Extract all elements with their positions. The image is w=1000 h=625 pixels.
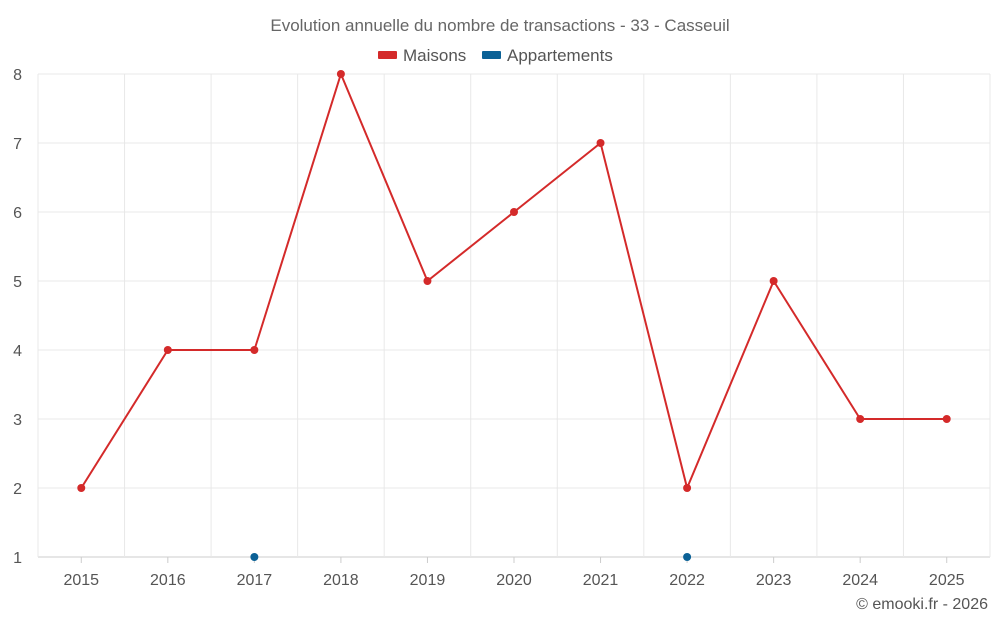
y-tick-label: 1 — [13, 550, 22, 567]
x-tick-label: 2019 — [410, 572, 446, 589]
data-point-appartements-2017[interactable] — [250, 553, 259, 561]
x-tick-label: 2022 — [669, 572, 705, 589]
chart-title: Evolution annuelle du nombre de transact… — [270, 16, 729, 35]
legend-item-maisons[interactable]: Maisons — [378, 46, 466, 65]
legend-label-appartements: Appartements — [507, 46, 613, 65]
x-tick-label: 2021 — [583, 572, 619, 589]
data-point-maisons-2018[interactable] — [336, 70, 345, 78]
x-tick-label: 2018 — [323, 572, 359, 589]
y-tick-label: 5 — [13, 274, 22, 291]
x-axis-ticks: 2015 2016 2017 2018 2019 2020 2021 2022 2023 2024… — [63, 557, 965, 589]
series-layer — [77, 70, 951, 561]
legend-label-maisons: Maisons — [403, 46, 466, 65]
x-tick-label: 2017 — [237, 572, 273, 589]
x-tick-label: 2023 — [756, 572, 792, 589]
legend-item-appartements[interactable]: Appartements — [482, 46, 613, 65]
data-point-maisons-2017[interactable] — [250, 346, 259, 354]
data-point-maisons-2024[interactable] — [856, 415, 865, 423]
x-tick-label: 2015 — [63, 572, 99, 589]
data-point-maisons-2016[interactable] — [163, 346, 172, 354]
series-maisons — [77, 70, 951, 492]
y-tick-label: 3 — [13, 412, 22, 429]
x-tick-label: 2025 — [929, 572, 965, 589]
data-point-maisons-2022[interactable] — [683, 484, 692, 492]
y-axis-ticks: 1 2 3 4 5 6 7 8 — [13, 67, 22, 567]
legend: Maisons Appartements — [378, 46, 613, 65]
data-point-maisons-2019[interactable] — [423, 277, 432, 285]
data-point-maisons-2020[interactable] — [510, 208, 518, 216]
y-tick-label: 2 — [13, 481, 22, 498]
data-point-maisons-2025[interactable] — [942, 415, 951, 423]
y-tick-label: 6 — [13, 205, 22, 222]
y-tick-label: 8 — [13, 67, 22, 84]
legend-swatch-appartements — [482, 51, 501, 59]
series-appartements — [250, 553, 692, 561]
data-point-maisons-2023[interactable] — [769, 277, 778, 285]
y-tick-label: 4 — [13, 343, 22, 360]
x-tick-label: 2016 — [150, 572, 186, 589]
legend-swatch-maisons — [378, 51, 397, 59]
x-tick-label: 2024 — [842, 572, 878, 589]
x-tick-label: 2020 — [496, 572, 532, 589]
data-point-maisons-2015[interactable] — [77, 484, 86, 492]
credit-text: © emooki.fr - 2026 — [856, 596, 988, 613]
data-point-maisons-2021[interactable] — [596, 139, 605, 147]
data-point-appartements-2022[interactable] — [683, 553, 692, 561]
grid — [37, 73, 991, 558]
y-tick-label: 7 — [13, 136, 22, 153]
